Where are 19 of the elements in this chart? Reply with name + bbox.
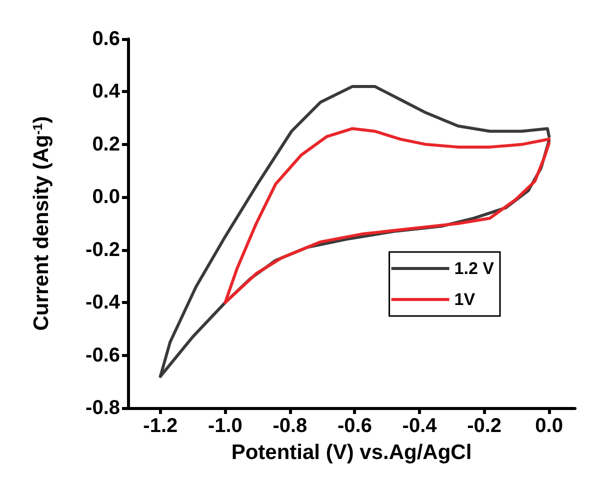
y-axis-title: Current density (Ag-1) xyxy=(30,116,53,331)
y-tick-label: -0.6 xyxy=(86,344,120,366)
x-tick-label: -0.8 xyxy=(272,415,308,437)
legend-label: 1.2 V xyxy=(454,259,495,278)
x-tick-label: -1.0 xyxy=(208,415,242,437)
x-axis-title: Potential (V) vs.Ag/AgCl xyxy=(231,441,472,464)
x-tick-label: -0.6 xyxy=(338,415,372,437)
x-tick-label: 0.0 xyxy=(535,415,563,437)
x-tick-label: -0.2 xyxy=(467,415,502,437)
legend-label: 1V xyxy=(454,290,476,309)
y-tick-label: 0.0 xyxy=(92,186,120,208)
y-tick-label: -0.8 xyxy=(86,397,120,419)
y-tick-label: 0.2 xyxy=(92,133,120,156)
x-tick-label: -1.2 xyxy=(143,415,178,437)
y-tick-label: 0.6 xyxy=(92,28,120,50)
y-tick-label: 0.4 xyxy=(92,80,121,103)
y-tick-label: -0.2 xyxy=(86,238,120,261)
x-tick-label: -0.4 xyxy=(402,415,438,437)
y-tick-label: -0.4 xyxy=(86,292,121,314)
